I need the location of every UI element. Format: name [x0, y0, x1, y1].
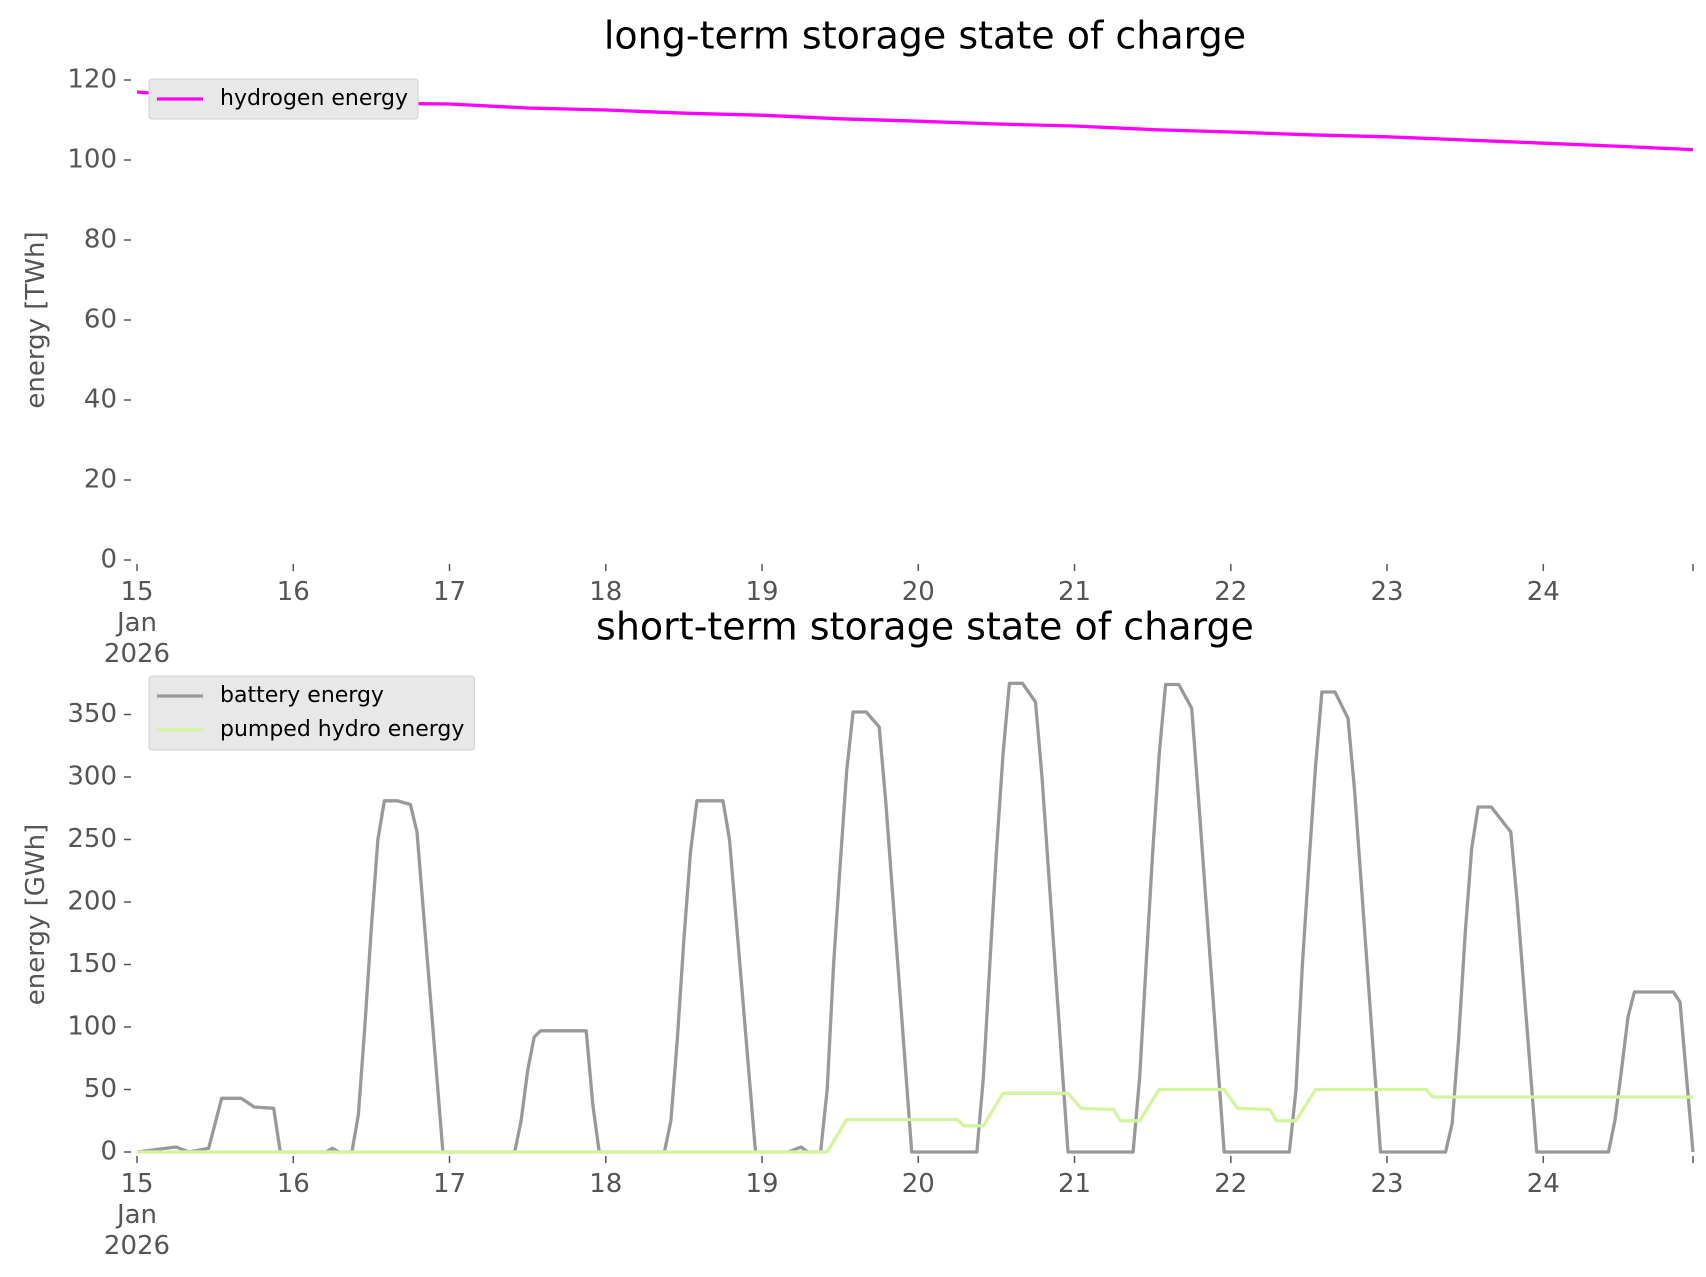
y-tick-label: 200 — [67, 887, 117, 917]
legend-label: hydrogen energy — [220, 86, 408, 111]
x-tick-label: 16 — [277, 577, 310, 607]
y-tick-label: 250 — [67, 824, 117, 854]
y-axis-label: energy [TWh] — [21, 231, 51, 408]
x-tick-label: 20 — [902, 577, 935, 607]
x-tick-label: 21 — [1058, 1169, 1091, 1199]
x-tick-label: 15 Jan 2026 — [104, 1169, 170, 1261]
legend-box — [148, 675, 475, 751]
x-tick-label: 23 — [1371, 1169, 1404, 1199]
x-tick-label: 17 — [433, 1169, 466, 1199]
chart-title: short-term storage state of charge — [596, 605, 1254, 649]
series-line — [137, 1087, 1693, 1154]
y-tick-label: 0 — [100, 545, 117, 575]
y-tick-label: 100 — [67, 145, 117, 175]
x-tick-label: 22 — [1214, 1169, 1247, 1199]
y-axis-label: energy [GWh] — [21, 824, 51, 1005]
legend-label: pumped hydro energy — [220, 717, 464, 742]
series-line — [136, 681, 1695, 1154]
x-tick-label: 16 — [277, 1169, 310, 1199]
y-tick-label: 150 — [67, 949, 117, 979]
x-tick-label: 17 — [433, 577, 466, 607]
y-tick-label: 120 — [67, 65, 117, 95]
x-tick-label: 24 — [1527, 1169, 1560, 1199]
x-tick-label: 24 — [1527, 577, 1560, 607]
x-tick-label: 18 — [589, 577, 622, 607]
chart-title: long-term storage state of charge — [604, 14, 1246, 58]
x-tick-label: 15 Jan 2026 — [104, 577, 170, 669]
x-tick-label: 23 — [1371, 577, 1404, 607]
y-tick-label: 20 — [84, 465, 117, 495]
y-tick-label: 60 — [84, 305, 117, 335]
y-tick-label: 40 — [84, 385, 117, 415]
x-tick-label: 20 — [902, 1169, 935, 1199]
y-tick-label: 350 — [67, 699, 117, 729]
legend: hydrogen energy — [148, 78, 419, 120]
legend-box — [148, 78, 419, 120]
legend-label: battery energy — [220, 683, 384, 708]
x-tick-label: 19 — [745, 577, 778, 607]
legend: battery energy pumped hydro energy — [148, 675, 475, 751]
x-tick-label: 18 — [589, 1169, 622, 1199]
y-tick-label: 300 — [67, 762, 117, 792]
x-tick-label: 21 — [1058, 577, 1091, 607]
x-tick-label: 22 — [1214, 577, 1247, 607]
y-tick-label: 50 — [84, 1074, 117, 1104]
y-tick-label: 100 — [67, 1012, 117, 1042]
x-tick-label: 19 — [745, 1169, 778, 1199]
y-tick-label: 80 — [84, 225, 117, 255]
y-tick-label: 0 — [100, 1137, 117, 1167]
